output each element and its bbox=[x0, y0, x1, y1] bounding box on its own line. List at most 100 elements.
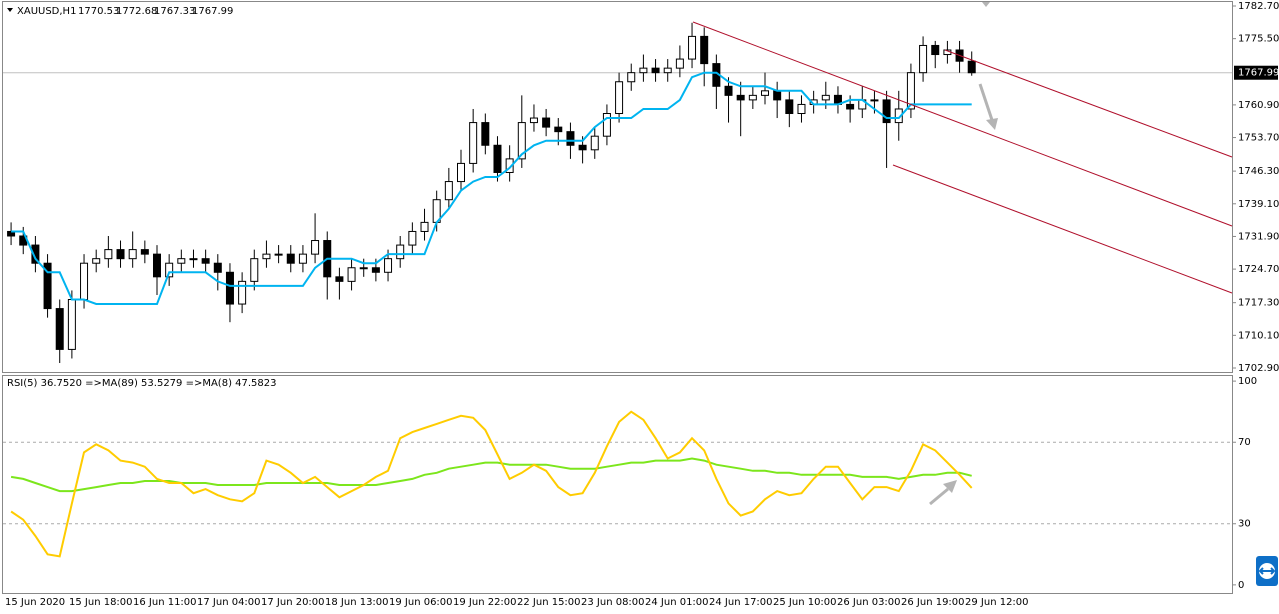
y-tick-label: 70 bbox=[1238, 437, 1251, 448]
candle-body bbox=[457, 162, 465, 183]
candle-body bbox=[420, 221, 429, 232]
candle-body bbox=[566, 131, 575, 146]
candle-body bbox=[481, 122, 490, 146]
candle-body bbox=[529, 117, 538, 124]
last-open: 1770.53 bbox=[78, 6, 119, 17]
candle-body bbox=[846, 103, 855, 110]
candle-body bbox=[43, 262, 52, 310]
x-tick-label: 26 Jun 19:00 bbox=[901, 597, 965, 608]
candle-body bbox=[870, 99, 879, 102]
candle-body bbox=[882, 99, 891, 124]
candle-body bbox=[627, 72, 636, 83]
y-tick-label: 1731.90 bbox=[1238, 231, 1279, 242]
candle-body bbox=[578, 144, 587, 151]
candle-body bbox=[469, 122, 478, 164]
candle-body bbox=[104, 249, 113, 260]
y-tick-label: 30 bbox=[1238, 519, 1251, 530]
y-tick-label: 0 bbox=[1238, 580, 1244, 591]
candle-body bbox=[590, 135, 599, 151]
candle-body bbox=[615, 81, 624, 115]
x-tick-label: 16 Jun 11:00 bbox=[133, 597, 197, 608]
candle-body bbox=[31, 244, 40, 264]
candle-body bbox=[761, 90, 769, 96]
current-price-box bbox=[1234, 65, 1278, 80]
candle-body bbox=[225, 271, 234, 305]
x-tick-label: 25 Jun 10:00 bbox=[773, 597, 837, 608]
indicator-line bbox=[10, 457, 972, 493]
rsi-title: RSI(5) 36.7520 =>MA(89) 53.5279 =>MA(8) … bbox=[7, 378, 277, 389]
y-tick-label: 1753.70 bbox=[1238, 133, 1279, 144]
candle-body bbox=[371, 267, 380, 273]
x-tick-label: 24 Jun 17:00 bbox=[709, 597, 773, 608]
candle-body bbox=[797, 103, 806, 115]
candle-body bbox=[262, 253, 271, 260]
candle-body bbox=[700, 35, 709, 65]
candle-body bbox=[493, 144, 502, 173]
x-tick-label: 17 Jun 04:00 bbox=[197, 597, 261, 608]
candle-body bbox=[919, 44, 928, 74]
x-tick-label: 24 Jun 01:00 bbox=[645, 597, 709, 608]
candle-body bbox=[444, 181, 453, 201]
candle-body bbox=[67, 299, 76, 350]
x-tick-label: 17 Jun 20:00 bbox=[261, 597, 325, 608]
candle-body bbox=[274, 253, 283, 256]
candle-body bbox=[396, 244, 405, 260]
candle-body bbox=[359, 267, 368, 270]
y-tick-label: 1760.90 bbox=[1238, 100, 1279, 111]
x-tick-label: 18 Jun 13:00 bbox=[325, 597, 389, 608]
indicator-line bbox=[11, 71, 972, 305]
rsi-pane bbox=[2, 375, 1233, 594]
arrowhead bbox=[943, 480, 957, 493]
candle-body bbox=[931, 44, 940, 56]
candle-body bbox=[408, 230, 417, 246]
candle-body bbox=[238, 280, 247, 305]
candle-body bbox=[153, 253, 161, 278]
y-tick-label: 1717.30 bbox=[1238, 298, 1279, 309]
candle-body bbox=[542, 117, 551, 128]
candle-body bbox=[517, 122, 526, 160]
indicator-line bbox=[10, 410, 973, 558]
y-tick-label: 1710.10 bbox=[1238, 330, 1279, 341]
y-tick-label: 1702.90 bbox=[1238, 363, 1279, 374]
candle-body bbox=[201, 258, 210, 264]
collapse-icon[interactable] bbox=[7, 8, 13, 12]
candle-body bbox=[335, 276, 344, 282]
arrow-up bbox=[929, 487, 949, 506]
pitchfork-lower bbox=[892, 164, 1233, 294]
candle-body bbox=[116, 249, 125, 260]
x-tick-label: 15 Jun 2020 bbox=[5, 597, 65, 608]
candle-body bbox=[554, 126, 563, 133]
candle-body bbox=[724, 85, 733, 96]
x-tick-label: 23 Jun 08:00 bbox=[581, 597, 645, 608]
candle-body bbox=[55, 308, 64, 350]
candle-body bbox=[347, 267, 356, 282]
candle-body bbox=[80, 262, 89, 301]
last-low: 1767.33 bbox=[154, 6, 195, 17]
app-icon[interactable] bbox=[1256, 556, 1278, 586]
x-tick-label: 22 Jun 15:00 bbox=[517, 597, 581, 608]
candle-body bbox=[177, 258, 186, 264]
candle-body bbox=[773, 90, 782, 101]
candle-body bbox=[688, 35, 697, 60]
x-tick-label: 26 Jun 03:00 bbox=[837, 597, 901, 608]
y-tick-label: 1746.30 bbox=[1238, 166, 1279, 177]
y-tick-label: 1739.10 bbox=[1238, 199, 1279, 210]
candle-body bbox=[675, 58, 684, 69]
candle-body bbox=[967, 60, 976, 74]
candle-body bbox=[140, 249, 149, 255]
candle-body bbox=[821, 94, 830, 101]
pitchfork-median bbox=[692, 21, 1233, 227]
x-tick-label: 15 Jun 18:00 bbox=[69, 597, 133, 608]
candle-body bbox=[651, 67, 660, 74]
candle-body bbox=[384, 258, 393, 273]
last-high: 1772.68 bbox=[116, 6, 157, 17]
candle-body bbox=[505, 158, 514, 173]
arrowhead bbox=[986, 118, 998, 130]
candle-body bbox=[213, 262, 222, 273]
candle-body bbox=[286, 253, 295, 264]
candle-body bbox=[7, 230, 16, 237]
candle-body bbox=[189, 258, 198, 261]
x-tick-label: 19 Jun 06:00 bbox=[389, 597, 453, 608]
